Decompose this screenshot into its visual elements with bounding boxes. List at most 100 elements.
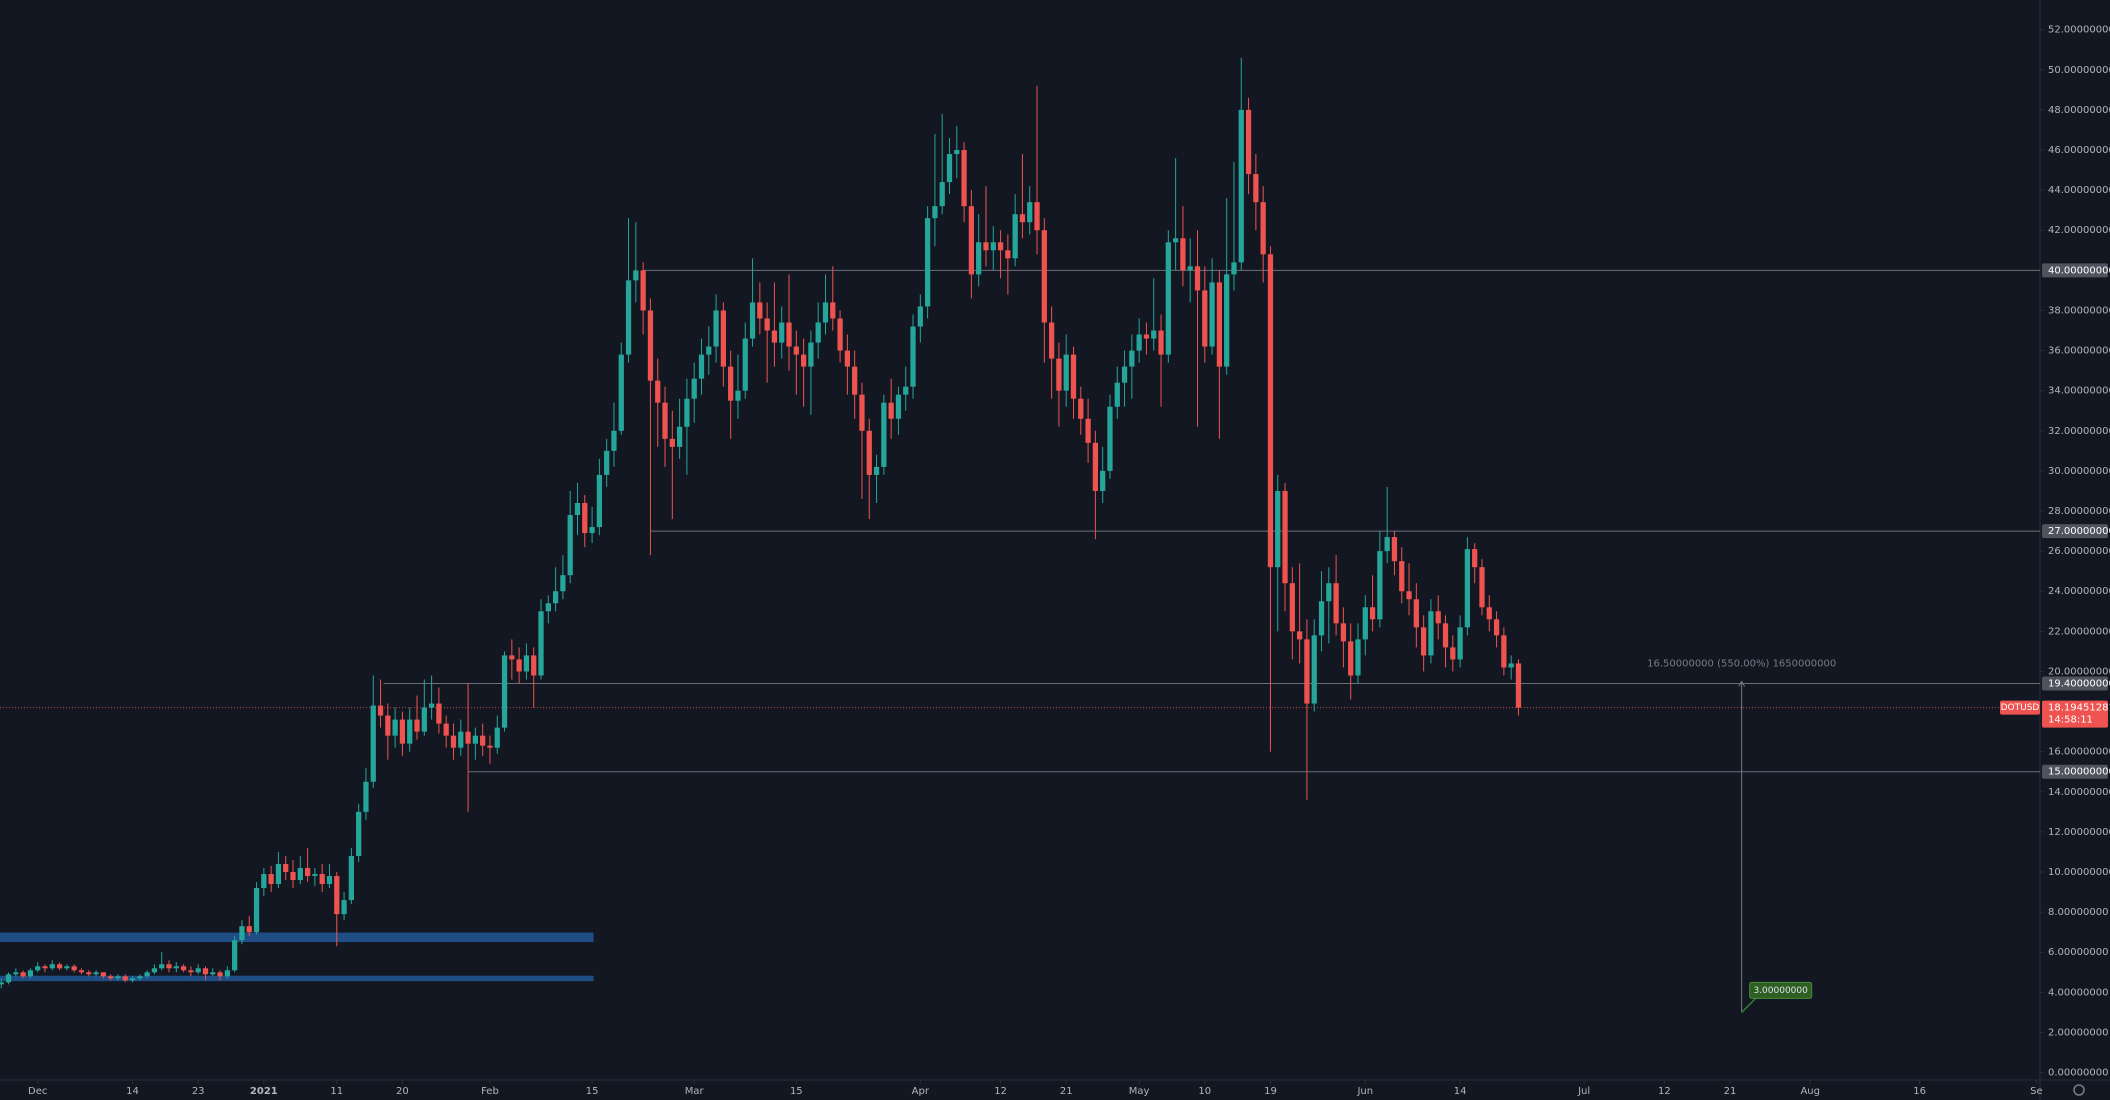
candle-body: [1326, 583, 1332, 602]
candle-body: [983, 242, 989, 251]
candle-body: [159, 964, 165, 969]
candle-body: [253, 888, 260, 933]
candle-body: [968, 206, 975, 275]
y-tick-label: 10.00000000: [2048, 867, 2110, 878]
candle-body: [1165, 242, 1171, 355]
candle-body: [1121, 366, 1128, 383]
candle-body: [480, 735, 486, 746]
y-tick-label: 6.00000000: [2048, 947, 2108, 958]
candle-body: [1107, 406, 1113, 471]
candle-body: [800, 354, 807, 367]
y-tick-label: 2.00000000: [2048, 1027, 2108, 1038]
plot-area: 16.50000000 (550.00%) 1650000000 3.000000…: [0, 57, 2040, 1013]
candle-body: [93, 972, 99, 975]
candle-body: [224, 970, 230, 977]
candle-body: [1005, 250, 1011, 259]
candle-body: [407, 719, 413, 744]
candle-body: [881, 402, 887, 467]
candle-body: [1100, 470, 1106, 491]
candle-body: [1187, 266, 1193, 271]
candle-body: [873, 466, 880, 475]
candle-body: [1406, 591, 1412, 600]
measure-pointer: [1741, 997, 1757, 1013]
y-tick-label: 8.00000000: [2048, 907, 2108, 918]
zone: [0, 975, 594, 982]
candle-body: [939, 182, 945, 207]
candle-body: [1209, 282, 1215, 347]
candle-body: [304, 868, 311, 877]
candle-body: [115, 976, 121, 979]
x-tick-label: Jul: [1577, 1086, 1590, 1097]
candle-body: [779, 322, 785, 343]
candle-body: [793, 346, 799, 355]
candle-body: [822, 302, 829, 323]
candle-body: [1472, 549, 1478, 568]
y-tick-label: 32.00000000: [2048, 426, 2110, 437]
candle-body: [319, 874, 325, 885]
candle-body: [49, 964, 55, 969]
candle-body: [108, 976, 114, 979]
x-tick-label: Dec: [28, 1086, 47, 1097]
candle-body: [1318, 601, 1325, 636]
candle-body: [1245, 109, 1252, 175]
candle-body: [1143, 334, 1150, 339]
candle-body: [13, 972, 19, 975]
candle-body: [487, 745, 493, 748]
candle-body: [370, 705, 376, 782]
candle-body: [669, 438, 675, 447]
candle-body: [297, 868, 303, 881]
candle-body: [450, 735, 457, 748]
candle-body: [647, 310, 654, 381]
symbol-box: [2000, 700, 2040, 715]
x-tick-label: 21: [1724, 1086, 1737, 1097]
candle-body: [1034, 202, 1040, 231]
candle-body: [1289, 583, 1295, 632]
y-tick-label: 34.00000000: [2048, 386, 2110, 397]
level-label-box: [2042, 764, 2108, 779]
x-tick-label: Aug: [1800, 1086, 1820, 1097]
candle-body: [924, 218, 931, 307]
candle-body: [246, 926, 252, 933]
candle-body: [239, 926, 245, 941]
candle-body: [830, 302, 836, 319]
candle-body: [436, 703, 442, 724]
candle-body: [443, 723, 449, 736]
x-tick-label: Feb: [481, 1086, 499, 1097]
candle-body: [961, 150, 967, 207]
y-tick-label: 14.00000000: [2048, 787, 2110, 798]
candle-body: [662, 402, 668, 439]
candle-body: [494, 727, 500, 748]
candle-body: [946, 154, 953, 183]
level-label-box: [2042, 524, 2108, 539]
candle-body: [472, 735, 478, 744]
level-label-box: [2042, 263, 2108, 278]
x-tick-label: 23: [192, 1086, 205, 1097]
candle-body: [1479, 567, 1485, 608]
candle-body: [1180, 238, 1186, 271]
y-tick-label: 42.00000000: [2048, 225, 2110, 236]
y-tick-label: 46.00000000: [2048, 145, 2110, 156]
candle-body: [1063, 354, 1069, 391]
candle-body: [574, 502, 581, 516]
candle-body: [786, 322, 792, 347]
y-tick-label: 20.00000000: [2048, 666, 2110, 677]
candle-body: [1508, 663, 1514, 668]
level-label: 27.00000000: [2048, 526, 2110, 537]
candle-body: [1114, 382, 1120, 407]
measure-label-box: [1749, 981, 1813, 999]
candle-body: [166, 964, 172, 969]
candle-body: [42, 966, 48, 969]
candle-body: [844, 350, 851, 367]
candle-body: [1267, 254, 1274, 568]
candle-body: [866, 430, 872, 475]
candle-body: [173, 966, 179, 969]
candle-body: [852, 366, 858, 395]
zone: [0, 932, 594, 943]
candle-body: [86, 972, 92, 975]
candle-body: [538, 611, 544, 676]
settings-icon[interactable]: [2073, 1084, 2085, 1096]
candle-body: [1012, 214, 1018, 259]
x-tick-label: Se: [2030, 1086, 2043, 1097]
candle-body: [465, 731, 471, 744]
